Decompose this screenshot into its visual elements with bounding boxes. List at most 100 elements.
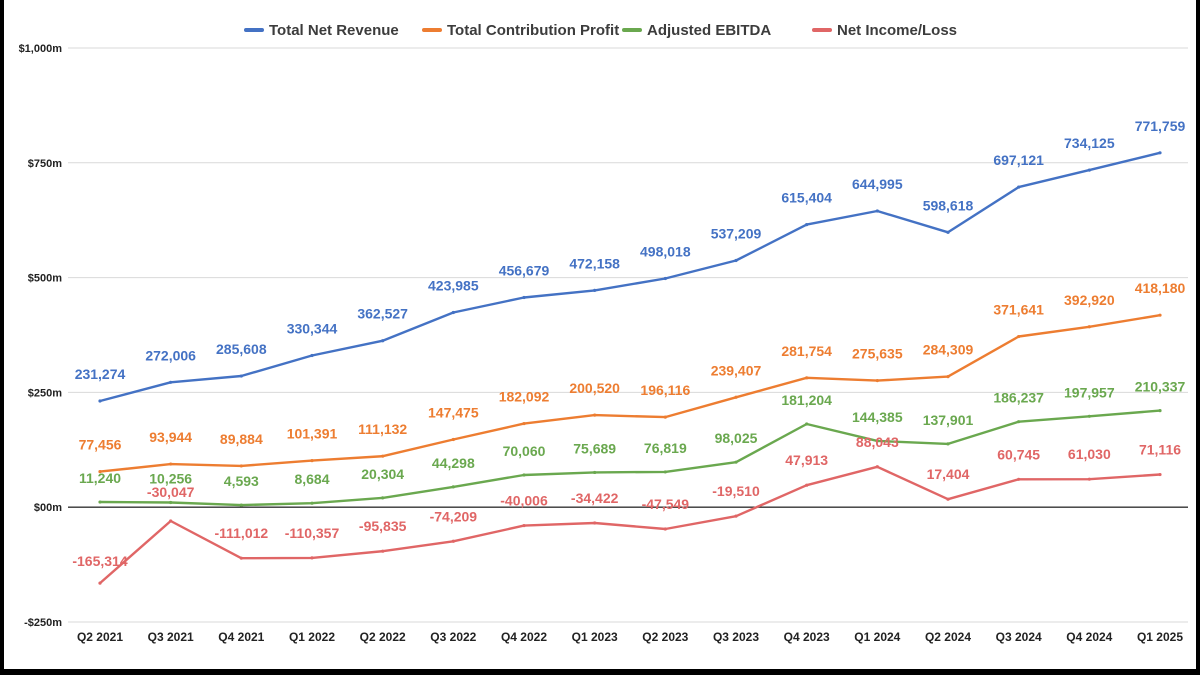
data-label: -74,209 [430, 508, 478, 524]
data-point [1017, 477, 1021, 481]
data-point [98, 500, 102, 504]
data-label: 4,593 [224, 473, 259, 489]
data-label: 101,391 [287, 426, 338, 442]
data-point [1017, 420, 1021, 424]
x-tick-label: Q1 2024 [854, 630, 900, 644]
data-point [1087, 168, 1091, 172]
data-label: 111,132 [358, 421, 407, 437]
data-point [451, 539, 455, 543]
data-point [522, 421, 526, 426]
data-point [239, 556, 243, 560]
data-label: -110,357 [285, 525, 340, 541]
data-point [734, 460, 738, 464]
data-label: 88,043 [856, 434, 899, 450]
data-label: 10,256 [149, 470, 192, 486]
data-label: 182,092 [499, 389, 550, 405]
data-point [451, 437, 455, 442]
x-tick-label: Q2 2023 [642, 630, 688, 644]
data-label: 61,030 [1068, 446, 1111, 462]
y-tick-label: $500m [28, 273, 62, 285]
series-line-3 [98, 465, 1162, 585]
legend-label: Net Income/Loss [837, 22, 957, 39]
x-tick-label: Q2 2024 [925, 630, 971, 644]
x-tick-label: Q1 2023 [572, 630, 618, 644]
x-tick-label: Q2 2022 [360, 630, 406, 644]
data-label: 615,404 [781, 190, 832, 206]
data-label: 70,060 [503, 443, 546, 459]
data-point [875, 465, 879, 469]
data-label: 285,608 [216, 341, 267, 357]
data-label: 284,309 [923, 342, 974, 358]
data-point [946, 375, 950, 379]
data-point [1087, 414, 1091, 418]
data-point [381, 549, 385, 553]
x-axis: Q2 2021 Q3 2021 Q4 2021 Q1 2022 Q2 2022 Q3 20… [77, 630, 1183, 644]
data-label: 734,125 [1064, 135, 1115, 151]
data-point [946, 442, 950, 446]
data-point [381, 454, 385, 458]
data-point [1017, 334, 1021, 339]
data-label: 98,025 [715, 430, 758, 446]
x-tick-label: Q1 2022 [289, 630, 335, 644]
data-label: 231,274 [75, 366, 126, 382]
data-label: 423,985 [428, 278, 479, 294]
data-label: 598,618 [923, 197, 974, 213]
y-tick-label: $250m [28, 387, 62, 399]
data-label: 275,635 [852, 346, 903, 362]
data-point [522, 523, 526, 528]
data-label: 281,754 [781, 343, 832, 359]
data-label: 330,344 [287, 321, 338, 337]
x-tick-label: Q3 2023 [713, 630, 759, 644]
series-line-0 [98, 151, 1162, 403]
legend-label: Adjusted EBITDA [647, 22, 771, 39]
data-label: 498,018 [640, 244, 691, 260]
data-label: -40,006 [500, 493, 548, 509]
data-point [663, 527, 667, 531]
series-line-1 [98, 314, 1162, 473]
data-label: 197,957 [1064, 384, 1115, 400]
data-point [310, 501, 314, 505]
data-point [239, 464, 243, 468]
data-label: 697,121 [993, 152, 1044, 168]
data-point [169, 462, 173, 466]
data-point [169, 519, 173, 523]
x-tick-label: Q3 2022 [430, 630, 476, 644]
data-label: 371,641 [993, 302, 1044, 318]
legend-label: Total Net Revenue [269, 22, 399, 39]
data-label: 93,944 [149, 429, 192, 445]
data-point [98, 399, 102, 403]
data-point [98, 581, 102, 585]
legend: Total Net Revenue Total Contribution Prof… [244, 22, 957, 39]
x-tick-label: Q4 2021 [218, 630, 264, 644]
data-point [1158, 409, 1162, 413]
series-lines [98, 151, 1162, 585]
data-point [169, 380, 173, 384]
data-label: 144,385 [852, 409, 903, 425]
y-tick-label: $1,000m [19, 43, 63, 55]
data-label: 196,116 [640, 382, 690, 398]
data-point [310, 556, 314, 560]
data-label: 272,006 [145, 347, 196, 363]
y-tick-label: $00m [34, 502, 62, 514]
data-label: -111,012 [214, 525, 268, 541]
data-point [663, 415, 667, 419]
data-label: 11,240 [79, 470, 121, 486]
gridlines [68, 47, 1188, 623]
x-tick-label: Q1 2025 [1137, 630, 1183, 644]
series-line-2 [98, 409, 1162, 507]
data-label: 44,298 [432, 455, 475, 471]
y-tick-label: $750m [28, 158, 62, 170]
data-label: 472,158 [569, 255, 620, 271]
data-point [1087, 477, 1091, 481]
y-axis: $1,000m $750m $500m $250m $00m -$250m [19, 43, 63, 629]
data-point [310, 353, 314, 358]
data-label: -34,422 [571, 490, 619, 506]
data-label: 239,407 [711, 362, 762, 378]
data-point [946, 230, 950, 234]
data-point [98, 470, 102, 474]
data-point [805, 422, 809, 426]
legend-label: Total Contribution Profit [447, 22, 619, 39]
data-label: 418,180 [1135, 280, 1186, 296]
data-point [169, 500, 173, 505]
x-tick-label: Q4 2022 [501, 630, 547, 644]
